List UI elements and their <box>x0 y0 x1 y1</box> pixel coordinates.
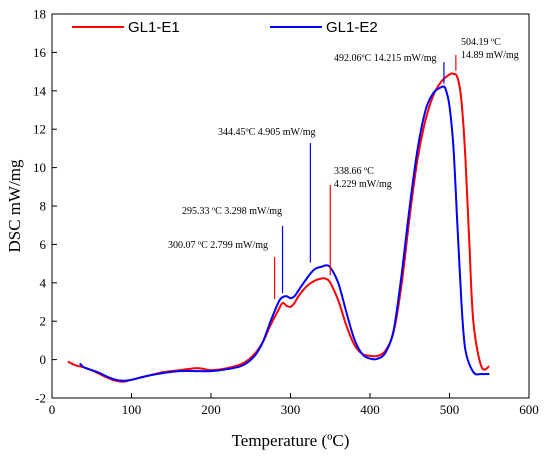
series-group <box>67 72 490 383</box>
y-tick-label: 4 <box>40 275 47 290</box>
x-tick-label: 0 <box>49 402 56 417</box>
series-line-gl1-e2 <box>79 85 490 382</box>
legend: GL1-E1 GL1-E2 <box>72 19 378 36</box>
annotation-label: 295.33 ºC 3.298 mW/mg <box>182 206 282 217</box>
y-tick-label: -2 <box>35 391 46 406</box>
y-tick-label: 14 <box>33 83 47 98</box>
annotations-group: 300.07 ºC 2.799 mW/mg 295.33 ºC 3.298 mW/… <box>168 37 519 299</box>
x-tick-label: 600 <box>519 402 539 417</box>
x-tick-label: 500 <box>440 402 460 417</box>
x-tick-label: 200 <box>201 402 221 417</box>
annotation-label: 338.66 ºC 4.229 mW/mg <box>334 166 392 190</box>
x-tick-label: 300 <box>281 402 301 417</box>
legend-label-gl1-e2: GL1-E2 <box>326 19 378 36</box>
y-tick-label: 10 <box>33 160 46 175</box>
annotation-label: 344.45ºC 4.905 mW/mg <box>218 127 316 138</box>
annotation-label: 492.06ºC 14.215 mW/mg <box>334 53 437 64</box>
y-tick-label: 0 <box>40 352 47 367</box>
x-tick-label: 100 <box>122 402 142 417</box>
x-axis-title: Temperature (ºC) <box>232 431 350 450</box>
y-tick-label: 6 <box>40 237 47 252</box>
series-line-gl1-e1 <box>67 72 490 383</box>
x-tick-label: 400 <box>360 402 380 417</box>
y-tick-label: 12 <box>33 122 46 137</box>
y-tick-label: 16 <box>33 45 47 60</box>
y-tick-label: 8 <box>40 199 47 214</box>
annotation-label: 504.19 ºC 14.89 mW/mg <box>461 37 519 61</box>
y-tick-label: 18 <box>33 7 46 22</box>
y-tick-label: 2 <box>40 314 47 329</box>
legend-label-gl1-e1: GL1-E1 <box>128 19 180 36</box>
annotation-label: 300.07 ºC 2.799 mW/mg <box>168 240 268 251</box>
y-axis-title: DSC mW/mg <box>5 159 24 253</box>
